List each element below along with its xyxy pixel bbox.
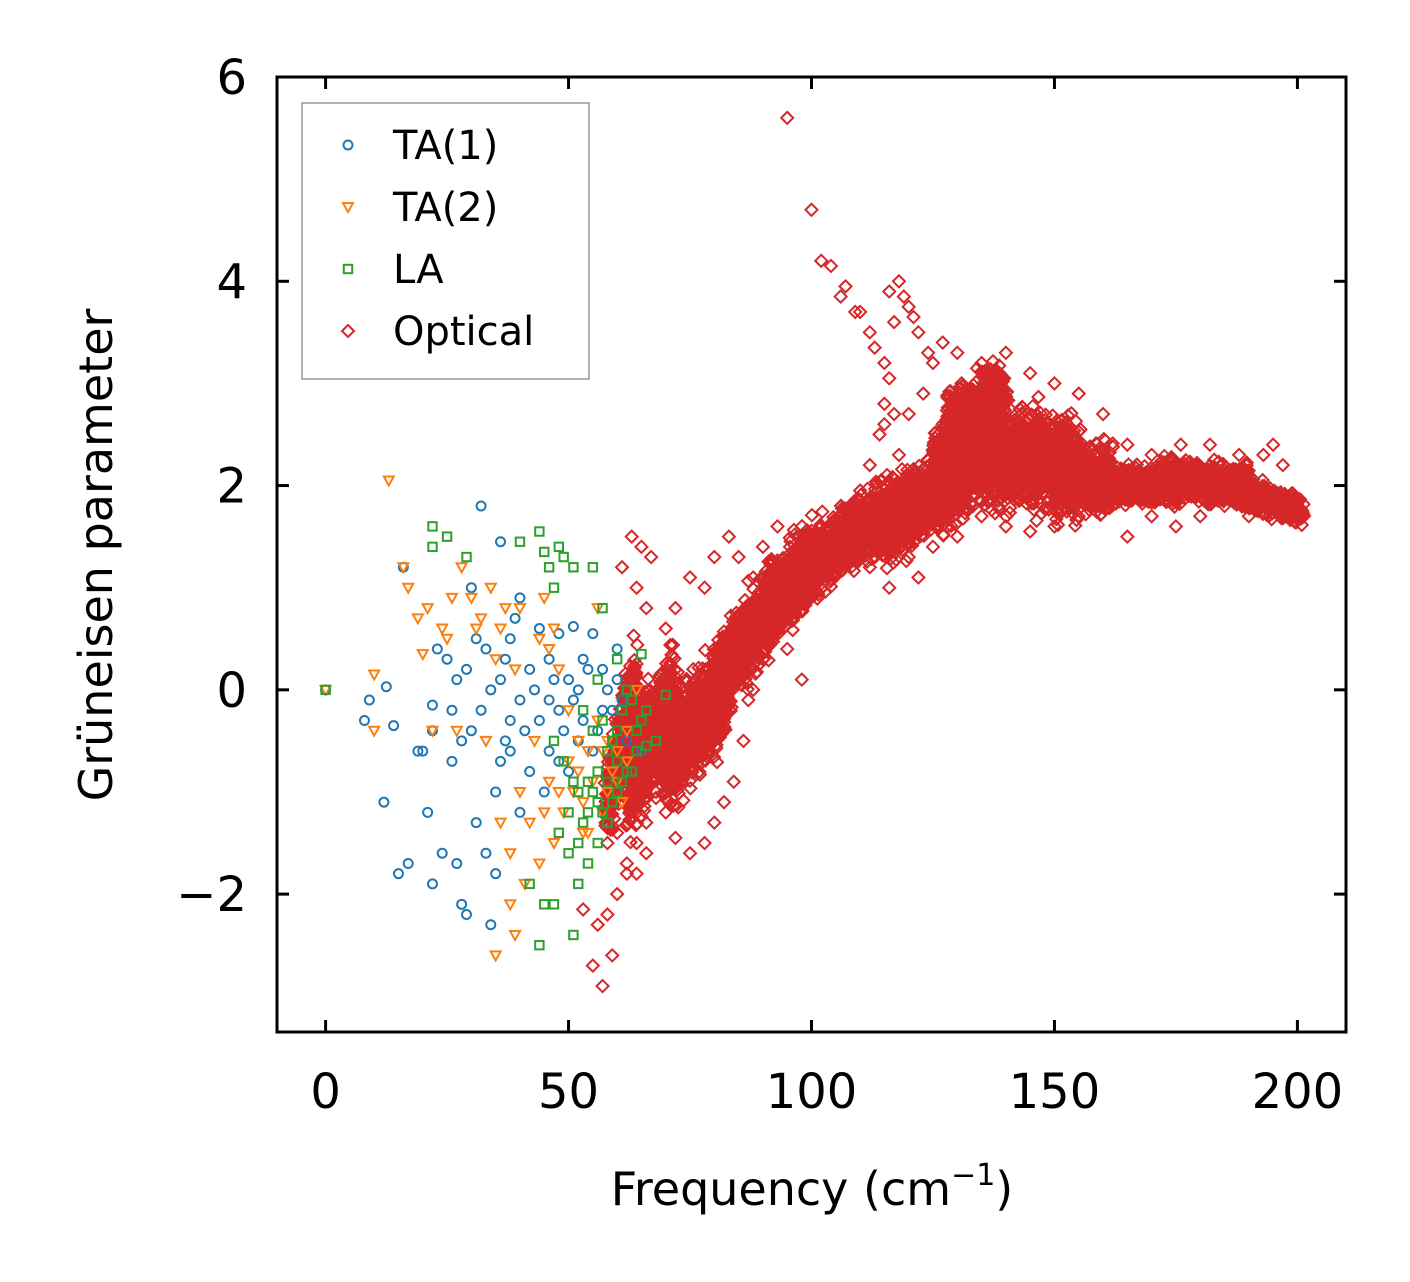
data-point	[707, 681, 723, 697]
data-point	[659, 668, 674, 684]
data-point	[712, 672, 728, 688]
data-point	[662, 781, 677, 797]
data-point	[640, 671, 656, 687]
plot-points	[318, 110, 1312, 994]
data-point	[648, 790, 664, 806]
data-point	[638, 713, 654, 729]
data-point	[745, 601, 761, 616]
data-point	[682, 744, 697, 760]
series-optical	[575, 110, 1312, 994]
data-point	[724, 699, 740, 715]
data-point	[675, 792, 691, 808]
data-point	[708, 694, 724, 710]
data-point	[670, 769, 686, 785]
data-point	[641, 767, 656, 783]
data-point	[704, 689, 720, 705]
data-point	[683, 780, 698, 796]
data-point	[626, 781, 641, 797]
data-point	[626, 628, 642, 644]
data-point	[632, 778, 648, 794]
data-point	[637, 765, 653, 781]
data-point	[691, 678, 707, 694]
data-point	[620, 677, 636, 693]
data-point	[690, 706, 706, 722]
data-point	[709, 754, 725, 770]
data-point	[628, 730, 644, 746]
data-point	[626, 801, 642, 817]
data-point	[709, 657, 725, 673]
data-point	[689, 690, 705, 705]
data-point	[664, 678, 680, 694]
data-point	[606, 811, 622, 827]
data-point	[620, 673, 635, 689]
data-point	[733, 624, 749, 640]
data-point	[697, 642, 713, 658]
data-point	[680, 699, 696, 715]
data-point	[725, 644, 741, 660]
data-point	[708, 740, 724, 756]
data-point	[721, 654, 737, 670]
data-point	[675, 752, 691, 768]
data-point	[666, 798, 682, 813]
data-point	[709, 714, 725, 729]
data-point	[664, 745, 680, 761]
data-point	[689, 722, 705, 738]
data-point	[626, 666, 642, 682]
data-point	[679, 674, 695, 690]
data-point	[705, 726, 721, 742]
data-point	[698, 752, 714, 768]
data-point	[669, 733, 684, 749]
data-point	[641, 765, 656, 780]
data-point	[688, 682, 704, 698]
data-point	[669, 797, 684, 813]
data-point	[666, 714, 682, 730]
data-point	[683, 737, 699, 753]
data-point	[657, 741, 672, 757]
data-point	[677, 710, 693, 726]
data-point	[730, 667, 746, 683]
data-point	[621, 799, 637, 815]
data-point	[620, 815, 636, 831]
data-point	[691, 743, 706, 759]
data-point	[731, 607, 747, 623]
data-point	[696, 706, 712, 722]
data-point	[662, 753, 678, 769]
data-point	[665, 733, 680, 749]
data-point	[706, 749, 722, 765]
data-point	[685, 759, 700, 775]
data-point	[737, 592, 753, 608]
data-point	[746, 581, 761, 597]
data-point	[657, 671, 673, 687]
data-point	[641, 682, 657, 698]
